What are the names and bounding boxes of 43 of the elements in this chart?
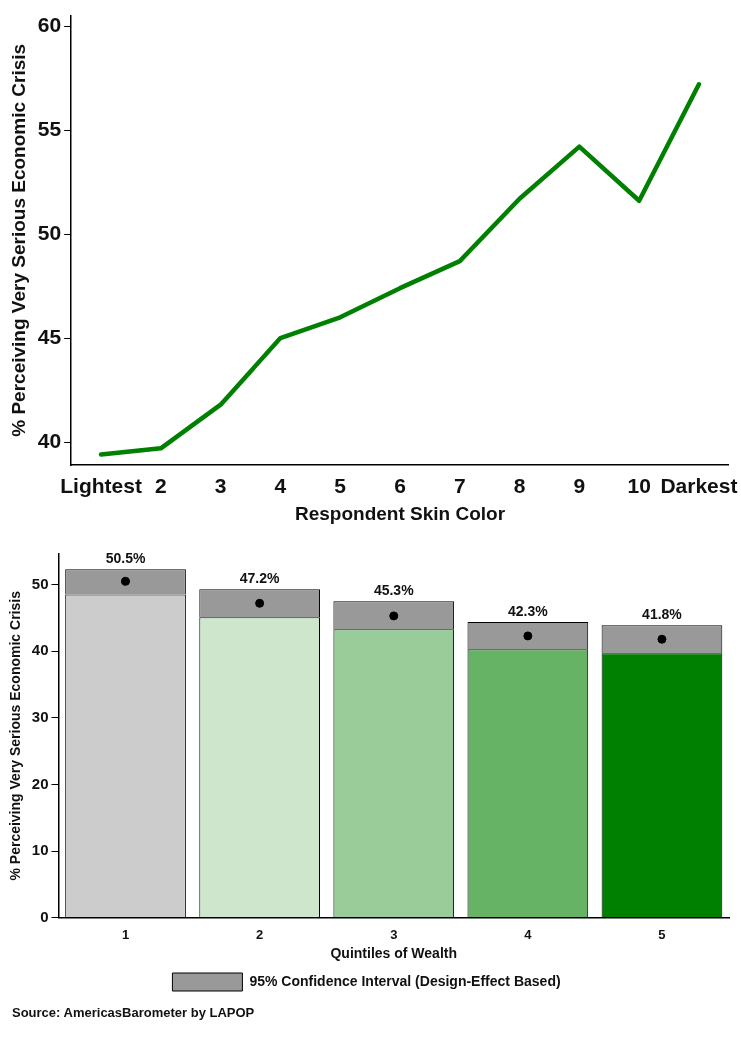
point (389, 611, 399, 621)
y-tick-label: 60 (37, 12, 62, 36)
source-note: Source: AmericasBarometer by LAPOP (12, 1005, 256, 1020)
y-tick-label: 10 (31, 841, 49, 859)
y-tick-label: 40 (31, 641, 49, 659)
x-tick-label: 5 (658, 926, 666, 942)
data-label: 42.3% (507, 602, 549, 619)
x-tick-label: 2 (155, 474, 167, 498)
point (121, 576, 131, 586)
data-label: 47.2% (239, 570, 281, 587)
x-tick-label: 6 (394, 474, 406, 498)
legend-label: 95% Confidence Interval (Design-Effect Based) (249, 972, 561, 989)
x-tick-label: 4 (524, 926, 533, 942)
x-tick-label: Darkest (660, 474, 738, 498)
data-label: 41.8% (642, 606, 683, 623)
point (255, 598, 265, 608)
y-tick-label: 45 (37, 324, 62, 348)
x-tick-label: 3 (390, 926, 398, 942)
data-label: 45.3% (373, 582, 415, 599)
x-tick-label: Lightest (60, 474, 142, 498)
y-tick-label: 40 (37, 428, 62, 452)
x-tick-label: 9 (573, 474, 586, 498)
y-tick-label: 55 (37, 116, 62, 140)
x-axis-title: Respondent Skin Color (294, 502, 506, 524)
x-tick-label: 3 (214, 474, 227, 498)
y-tick-label: 0 (40, 907, 49, 925)
x-tick-label: 5 (334, 474, 347, 498)
x-tick-label: 10 (627, 474, 651, 498)
x-axis-title: Quintiles of Wealth (330, 945, 458, 962)
y-axis-title: % Perceiving Very Serious Economic Crisis (7, 43, 29, 437)
x-tick-label: 8 (513, 474, 526, 498)
y-tick-label: 50 (31, 574, 49, 592)
point (657, 634, 667, 644)
y-tick-label: 20 (31, 774, 49, 792)
x-tick-label: 2 (256, 926, 264, 942)
y-tick-label: 50 (37, 220, 62, 244)
point (523, 631, 533, 641)
x-tick-label: 1 (121, 926, 130, 942)
data-label: 50.5% (105, 550, 146, 567)
x-tick-label: 7 (453, 474, 466, 498)
x-tick-label: 4 (274, 474, 287, 498)
y-tick-label: 30 (31, 707, 49, 725)
y-axis-title: % Perceiving Very Serious Economic Crisis (7, 590, 24, 881)
